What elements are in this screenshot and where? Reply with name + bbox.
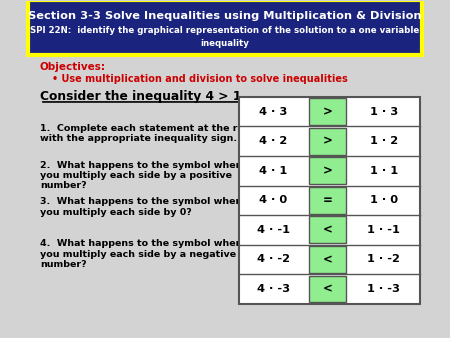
Text: inequality: inequality <box>201 39 249 48</box>
Text: 1 · 1: 1 · 1 <box>370 166 398 176</box>
Text: 4 · 1: 4 · 1 <box>259 166 288 176</box>
Text: 1 · 0: 1 · 0 <box>370 195 398 206</box>
Text: 4 · -1: 4 · -1 <box>257 225 290 235</box>
Text: 1 · -1: 1 · -1 <box>368 225 400 235</box>
Text: >: > <box>323 164 333 177</box>
FancyBboxPatch shape <box>310 158 346 184</box>
Text: 4 · -3: 4 · -3 <box>257 284 290 294</box>
FancyBboxPatch shape <box>239 97 420 304</box>
Text: 1 · -3: 1 · -3 <box>368 284 400 294</box>
Text: Consider the inequality 4 > 1.: Consider the inequality 4 > 1. <box>40 91 246 103</box>
Text: 4 · -2: 4 · -2 <box>257 255 290 264</box>
FancyBboxPatch shape <box>310 246 346 273</box>
Text: 2.  What happens to the symbol when
you multiply each side by a positive
number?: 2. What happens to the symbol when you m… <box>40 161 242 190</box>
Text: 4.  What happens to the symbol when
you multiply each side by a negative
number?: 4. What happens to the symbol when you m… <box>40 239 242 269</box>
Text: <: < <box>323 253 333 266</box>
Text: Objectives:: Objectives: <box>40 62 106 72</box>
Text: >: > <box>323 105 333 118</box>
Text: <: < <box>323 223 333 236</box>
Text: 1.  Complete each statement at the right
with the appropriate inequality sign.: 1. Complete each statement at the right … <box>40 124 259 143</box>
Text: SPI 22N:  identify the graphical representation of the solution to a one variabl: SPI 22N: identify the graphical represen… <box>30 26 419 35</box>
FancyBboxPatch shape <box>28 0 422 55</box>
Text: =: = <box>323 194 333 207</box>
Text: 3.  What happens to the symbol when
you multiply each side by 0?: 3. What happens to the symbol when you m… <box>40 197 242 217</box>
Text: Section 3-3 Solve Inequalities using Multiplication & Division: Section 3-3 Solve Inequalities using Mul… <box>28 11 422 22</box>
Text: 1 · 2: 1 · 2 <box>370 136 398 146</box>
Text: <: < <box>323 283 333 295</box>
Text: 4 · 3: 4 · 3 <box>259 107 288 117</box>
Text: 1 · -2: 1 · -2 <box>368 255 400 264</box>
Text: 4 · 0: 4 · 0 <box>259 195 288 206</box>
Text: >: > <box>323 135 333 148</box>
FancyBboxPatch shape <box>310 128 346 155</box>
FancyBboxPatch shape <box>310 187 346 214</box>
FancyBboxPatch shape <box>310 216 346 243</box>
Text: 4 · 2: 4 · 2 <box>259 136 288 146</box>
Text: • Use multiplication and division to solve inequalities: • Use multiplication and division to sol… <box>52 74 348 84</box>
Text: 1 · 3: 1 · 3 <box>370 107 398 117</box>
FancyBboxPatch shape <box>310 98 346 125</box>
FancyBboxPatch shape <box>310 275 346 303</box>
